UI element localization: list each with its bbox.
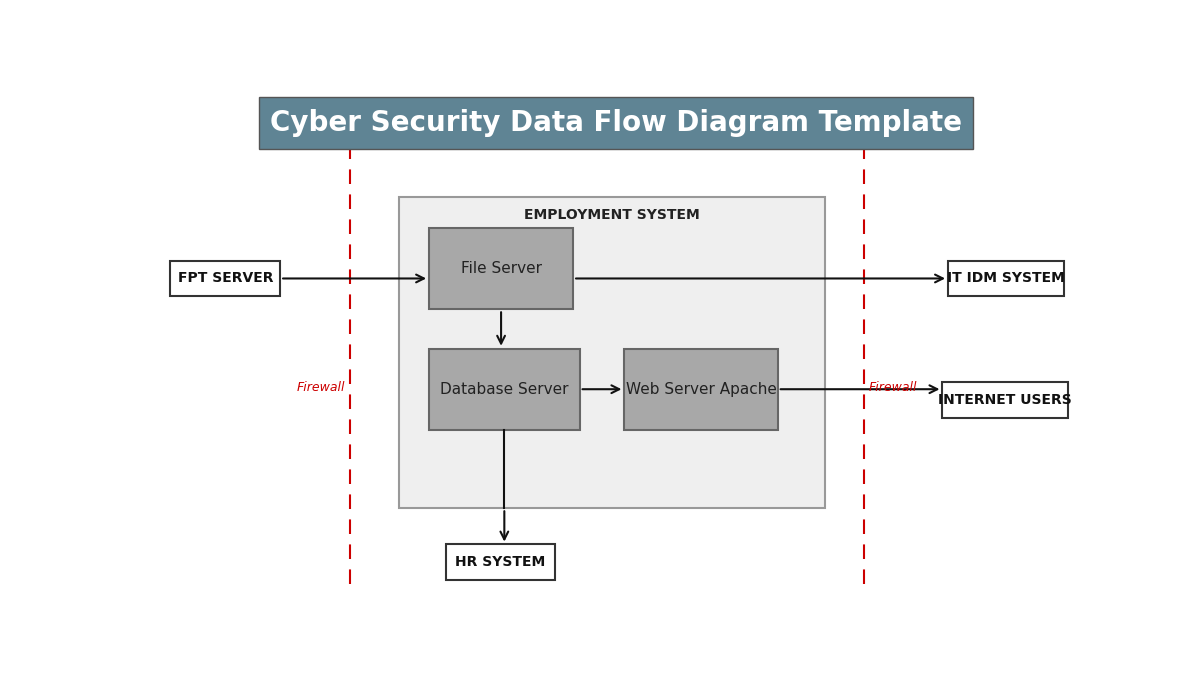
Text: Firewall: Firewall	[296, 381, 346, 394]
FancyBboxPatch shape	[624, 349, 778, 430]
FancyBboxPatch shape	[942, 382, 1068, 418]
FancyBboxPatch shape	[445, 545, 556, 580]
Text: FPT SERVER: FPT SERVER	[178, 271, 274, 286]
FancyBboxPatch shape	[400, 197, 826, 509]
Text: Cyber Security Data Flow Diagram Template: Cyber Security Data Flow Diagram Templat…	[270, 109, 962, 137]
Text: INTERNET USERS: INTERNET USERS	[938, 393, 1072, 407]
Text: Firewall: Firewall	[869, 381, 917, 394]
FancyBboxPatch shape	[430, 228, 574, 309]
Text: Database Server: Database Server	[440, 381, 569, 396]
Text: File Server: File Server	[461, 261, 541, 276]
Text: Web Server Apache: Web Server Apache	[625, 381, 776, 396]
Text: EMPLOYMENT SYSTEM: EMPLOYMENT SYSTEM	[524, 208, 700, 222]
FancyBboxPatch shape	[948, 260, 1064, 296]
FancyBboxPatch shape	[430, 349, 580, 430]
Text: HR SYSTEM: HR SYSTEM	[456, 556, 546, 569]
Text: IT IDM SYSTEM: IT IDM SYSTEM	[947, 271, 1066, 286]
FancyBboxPatch shape	[170, 260, 281, 296]
FancyBboxPatch shape	[259, 97, 973, 149]
